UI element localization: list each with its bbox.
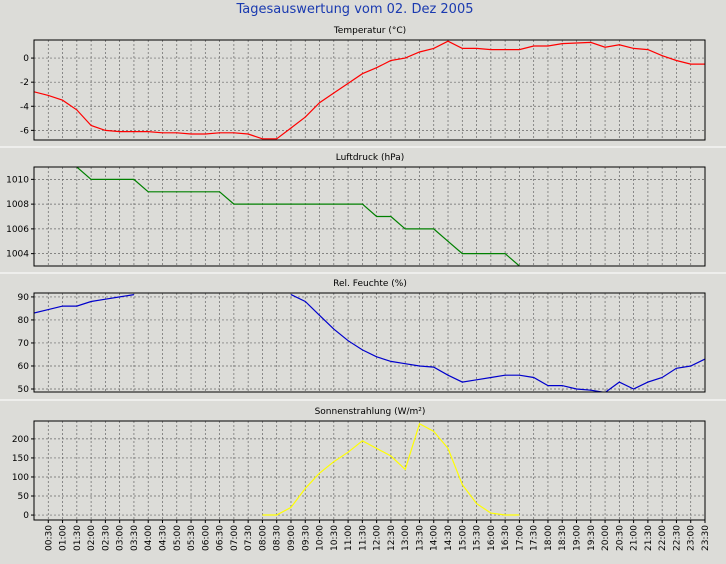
x-tick-label: 00:30 — [44, 525, 54, 551]
x-tick-label: 03:30 — [130, 525, 140, 551]
x-tick-label: 01:30 — [73, 525, 83, 551]
plot-area — [34, 40, 705, 140]
x-tick-label: 08:00 — [258, 525, 268, 551]
y-tick-label: 1006 — [6, 225, 29, 235]
series-line — [290, 294, 705, 392]
x-tick-label: 19:00 — [573, 525, 583, 551]
series-line — [34, 294, 134, 314]
panel-title: Sonnenstrahlung (W/m²) — [315, 407, 426, 417]
series-line — [76, 167, 520, 266]
x-tick-label: 15:30 — [473, 525, 483, 551]
plot-area — [34, 421, 705, 520]
panel-title: Temperatur (°C) — [333, 26, 406, 36]
panel-title: Luftdruck (hPa) — [336, 153, 405, 163]
x-tick-label: 21:30 — [644, 525, 654, 551]
x-tick-label: 22:00 — [658, 525, 668, 551]
x-tick-label: 07:00 — [230, 525, 240, 551]
x-tick-label: 11:00 — [344, 525, 354, 551]
x-tick-label: 09:30 — [301, 525, 311, 551]
x-tick-label: 06:30 — [216, 525, 226, 551]
x-tick-label: 04:00 — [144, 525, 154, 551]
series-line — [34, 40, 705, 140]
y-tick-label: -4 — [20, 102, 29, 112]
y-tick-label: 150 — [12, 454, 29, 464]
x-tick-label: 19:30 — [587, 525, 597, 551]
x-tick-label: 02:00 — [87, 525, 97, 551]
panel-title: Rel. Feuchte (%) — [333, 279, 407, 289]
x-tick-label: 16:30 — [501, 525, 511, 551]
x-tick-label: 03:00 — [116, 525, 126, 551]
x-tick-label: 17:00 — [515, 525, 525, 551]
x-tick-label: 08:30 — [273, 525, 283, 551]
x-tick-label: 15:00 — [458, 525, 468, 551]
x-tick-label: 16:00 — [487, 525, 497, 551]
y-tick-label: 0 — [23, 54, 29, 64]
x-tick-label: 12:00 — [373, 525, 383, 551]
x-tick-label: 04:30 — [158, 525, 168, 551]
x-tick-label: 14:00 — [430, 525, 440, 551]
y-tick-label: 50 — [18, 492, 30, 502]
plot-area — [34, 167, 705, 266]
y-tick-label: -2 — [20, 78, 29, 88]
x-tick-label: 20:30 — [615, 525, 625, 551]
x-tick-label: 07:30 — [244, 525, 254, 551]
series-line — [262, 422, 520, 516]
x-tick-label: 05:00 — [173, 525, 183, 551]
x-tick-label: 12:30 — [387, 525, 397, 551]
plot-border — [33, 166, 706, 267]
x-tick-label: 10:00 — [316, 525, 326, 551]
x-tick-label: 20:00 — [601, 525, 611, 551]
x-tick-label: 14:30 — [444, 525, 454, 551]
x-tick-label: 18:00 — [544, 525, 554, 551]
x-tick-label: 18:30 — [558, 525, 568, 551]
y-tick-label: 60 — [18, 362, 30, 372]
x-tick-label: 13:00 — [401, 525, 411, 551]
plot-border — [33, 420, 706, 521]
y-tick-label: 1010 — [6, 175, 29, 185]
x-tick-label: 09:00 — [287, 525, 297, 551]
y-tick-label: 80 — [18, 316, 30, 326]
y-tick-label: 100 — [12, 473, 29, 483]
x-tick-label: 11:30 — [358, 525, 368, 551]
plot-border — [33, 292, 706, 393]
x-tick-label: 21:00 — [630, 525, 640, 551]
y-tick-label: 90 — [18, 293, 30, 303]
plot-area — [34, 293, 705, 392]
y-tick-label: -6 — [20, 126, 29, 136]
y-tick-label: 200 — [12, 435, 29, 445]
y-tick-label: 1008 — [6, 200, 29, 210]
y-tick-label: 50 — [18, 385, 30, 395]
x-tick-label: 23:00 — [687, 525, 697, 551]
plot-border — [33, 39, 706, 141]
x-tick-label: 17:30 — [530, 525, 540, 551]
x-tick-label: 05:30 — [187, 525, 197, 551]
x-tick-label: 13:30 — [415, 525, 425, 551]
x-tick-label: 01:00 — [59, 525, 69, 551]
x-tick-label: 10:30 — [330, 525, 340, 551]
y-tick-label: 70 — [18, 339, 30, 349]
y-tick-label: 0 — [23, 511, 29, 521]
x-tick-label: 06:00 — [201, 525, 211, 551]
x-tick-label: 22:30 — [672, 525, 682, 551]
x-tick-label: 23:30 — [701, 525, 711, 551]
y-tick-label: 1004 — [6, 250, 29, 260]
main-title: Tagesauswertung vom 02. Dez 2005 — [236, 2, 474, 17]
x-tick-label: 02:30 — [101, 525, 111, 551]
